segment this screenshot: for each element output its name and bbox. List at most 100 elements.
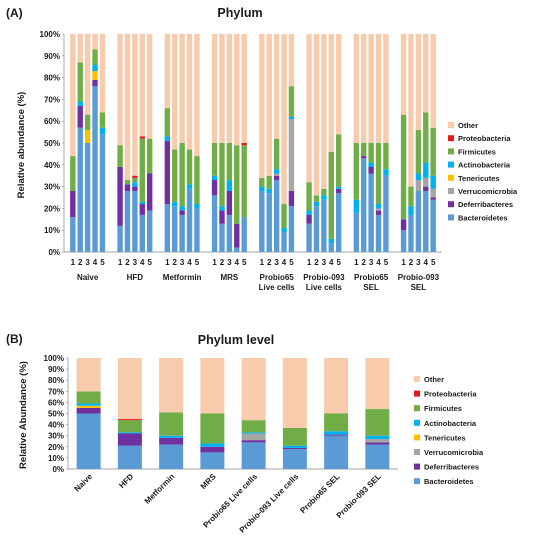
panel-b-bar-segment-deferribacteres — [76, 407, 101, 414]
panel-b-bar-segment-tenericutes — [76, 405, 101, 408]
panel-a-group-label: Naive — [77, 273, 99, 282]
panel-a-bar-segment-other — [328, 34, 334, 152]
panel-a-bar-segment-firmicutes — [117, 145, 123, 167]
panel-a-bar-segment-proteobacteria — [132, 175, 138, 178]
panel-b-legend-label-firmicutes: Firmicutes — [424, 404, 462, 413]
panel-b-bar-segment-other — [117, 358, 142, 420]
panel-a-bar-segment-deferribacteres — [361, 156, 367, 159]
panel-a-bar-segment-deferribacteres — [211, 180, 218, 196]
panel-a-bar-segment-actinobacteria — [226, 180, 233, 191]
panel-a-sample-index: 4 — [93, 258, 98, 267]
panel-a-bar-segment-bacteroidetes — [84, 143, 91, 252]
panel-a-bar-segment-other — [321, 34, 327, 189]
panel-a-bar-segment-firmicutes — [179, 143, 185, 207]
panel-a-sample-index: 5 — [195, 258, 200, 267]
panel-a-legend-label-tenericutes: Tenericutes — [458, 174, 500, 183]
panel-b-bar-segment-other — [241, 358, 266, 421]
panel-a-bar-segment-other — [186, 34, 193, 150]
panel-a-bar-segment-bacteroidetes — [353, 212, 360, 252]
panel-a-bar-segment-firmicutes — [146, 138, 153, 174]
panel-a-group-label: SEL — [411, 283, 427, 292]
panel-b-category-label: HFD — [117, 472, 135, 490]
panel-a-bar-segment-actinobacteria — [423, 162, 429, 178]
panel-a-sample-index: 3 — [133, 258, 138, 267]
panel-a-bar-segment-firmicutes — [226, 143, 233, 181]
panel-b-category-label: MRS — [199, 472, 218, 491]
panel-a-bar-segment-bacteroidetes — [179, 214, 185, 252]
panel-a-bar-segment-other — [241, 34, 247, 143]
panel-b-legend-swatch-other — [414, 376, 420, 382]
panel-a-bar-segment-actinobacteria — [415, 173, 422, 181]
panel-a-sample-index: 4 — [187, 258, 192, 267]
panel-b-legend-swatch-actinobacteria — [414, 419, 420, 426]
panel-a-bar-segment-firmicutes — [281, 204, 287, 229]
panel-b-legend-swatch-tenericutes — [414, 434, 420, 441]
panel-a-bar-segment-firmicutes — [321, 188, 327, 196]
panel-b-legend-swatch-bacteroidetes — [414, 478, 420, 485]
panel-b-bar-segment-proteobacteria — [117, 419, 142, 421]
panel-a-sample-index: 1 — [71, 258, 76, 267]
panel-a-bar-segment-bacteroidetes — [124, 190, 131, 252]
panel-a-sample-index: 3 — [274, 258, 279, 267]
panel-a-sample-index: 1 — [307, 258, 312, 267]
panel-a-bar-segment-deferribacteres — [70, 190, 76, 218]
panel-a-label: (A) — [6, 6, 23, 20]
panel-a-bar-segment-firmicutes — [70, 156, 76, 191]
panel-a-group-label: Probio-093 — [303, 273, 345, 282]
panel-a-title: Phylum — [217, 6, 262, 20]
panel-b-ytick: 10% — [48, 454, 64, 463]
panel-a-bar-segment-verrucomicrobia — [288, 119, 295, 191]
panel-a-legend-swatch-other — [448, 122, 454, 128]
panel-a-bar-segment-deferribacteres — [335, 188, 342, 194]
panel-a-legend-swatch-proteobacteria — [448, 135, 454, 142]
panel-b-legend-label-tenericutes: Tenericutes — [424, 433, 466, 442]
panel-a-bar-segment-bacteroidetes — [266, 193, 272, 252]
panel-a-legend-label-other: Other — [458, 121, 478, 130]
panel-a-bar-segment-other — [84, 34, 91, 115]
panel-a-bar-segment-firmicutes — [92, 49, 98, 65]
panel-a-sample-index: 3 — [85, 258, 90, 267]
panel-a-bar-segment-bacteroidetes — [172, 206, 178, 252]
panel-a-sample-index: 2 — [125, 258, 130, 267]
panel-a-bar-segment-verrucomicrobia — [375, 208, 382, 211]
panel-b-ytick: 50% — [48, 410, 64, 419]
panel-a-sample-index: 1 — [260, 258, 265, 267]
panel-b-legend-label-bacteroidetes: Bacteroidetes — [424, 477, 474, 486]
panel-a-ytick: 40% — [44, 161, 60, 170]
panel-a-bar-segment-actinobacteria — [132, 182, 138, 187]
panel-a-bar-segment-verrucomicrobia — [430, 188, 436, 198]
panel-a-bar-segment-other — [146, 34, 153, 139]
panel-a-bar-segment-other — [132, 34, 138, 176]
panel-a-sample-index: 3 — [369, 258, 374, 267]
panel-a-group-label: Probio-093 — [398, 273, 440, 282]
panel-b-bar-segment-other — [76, 358, 101, 392]
panel-a-bar-segment-bacteroidetes — [164, 204, 171, 252]
panel-a-bar-segment-bacteroidetes — [132, 190, 138, 252]
panel-b-legend-label-deferribacteres: Deferribacteres — [424, 463, 479, 472]
panel-a-legend-label-deferribacteres: Deferribacteres — [458, 200, 513, 209]
panel-a-bar-segment-firmicutes — [335, 134, 342, 187]
panel-a-bar-segment-bacteroidetes — [328, 243, 334, 252]
panel-b-ytick: 100% — [44, 354, 64, 363]
panel-a-bar-segment-bacteroidetes — [234, 247, 240, 252]
panel-b-bar-segment-firmicutes — [159, 412, 184, 436]
panel-a-bar-segment-firmicutes — [423, 112, 429, 163]
panel-a-sample-index: 5 — [100, 258, 105, 267]
panel-b-bar-segment-other — [324, 358, 349, 414]
panel-b-label: (B) — [6, 332, 23, 346]
panel-a-bar-segment-other — [353, 34, 360, 143]
panel-a-legend-label-actinobacteria: Actinobacteria — [458, 161, 511, 170]
panel-b-legend-label-actinobacteria: Actinobacteria — [424, 419, 477, 428]
panel-a-bar-segment-firmicutes — [234, 145, 240, 224]
panel-a-sample-index: 3 — [180, 258, 185, 267]
panel-a-bar-segment-proteobacteria — [139, 136, 145, 139]
panel-a-sample-index: 3 — [416, 258, 421, 267]
panel-a-legend-label-verrucomicrobia: Verrucomicrobia — [458, 187, 518, 196]
panel-a-bar-segment-other — [77, 34, 83, 63]
panel-b-ytick: 90% — [48, 365, 64, 374]
panel-a-bar-segment-other — [70, 34, 76, 157]
panel-a-sample-index: 4 — [282, 258, 287, 267]
panel-a-bar-segment-firmicutes — [375, 143, 382, 205]
panel-b-plot: 0% 10% 20% 30% 40% 50% 60% 70% 80% 90% 100% Naive HF… — [44, 354, 484, 535]
